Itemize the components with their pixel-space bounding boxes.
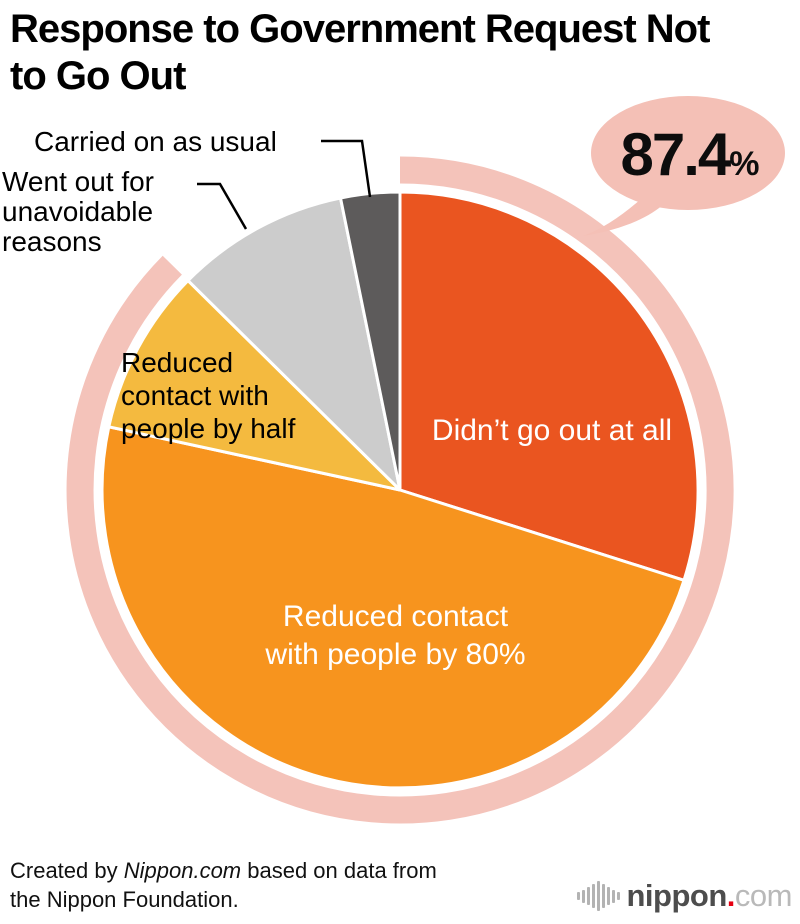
label-carried-on-as-usual: Carried on as usual [34, 126, 277, 157]
logo-name: nippon [626, 878, 728, 913]
pie-group [100, 190, 700, 790]
leader-line-carried-on-as-usual [321, 139, 372, 198]
label-went-out-unavoidable: Went out for unavoidable reasons [2, 166, 155, 257]
soundwave-icon [576, 879, 620, 913]
callout-unit: % [729, 145, 760, 183]
logo-text: nippon.com [627, 878, 793, 914]
leader-line-went-out-unavoidable [197, 182, 248, 230]
callout-percentage: 87.4% [590, 120, 790, 189]
nippon-logo: nippon.com [576, 878, 793, 914]
pie-slice-2 [107, 279, 402, 492]
callout-bubble [591, 96, 785, 210]
page-title: Response to Government Request Not to Go… [10, 7, 710, 98]
credit-suffix: based on data from the Nippon Foundation… [10, 858, 437, 912]
pie-slice-3 [186, 196, 402, 492]
pie-slice-0 [398, 190, 700, 582]
credit-brand: Nippon.com [123, 858, 242, 883]
callout-value: 87.4 [620, 121, 731, 188]
label-reduced-contact-80: Reduced contact with people by 80% [265, 600, 526, 671]
credit-text: Created by Nippon.com based on data from… [10, 856, 480, 914]
credit-prefix: Created by [10, 858, 124, 883]
callout-bubble-tail [583, 198, 665, 236]
label-didnt-go-out: Didn’t go out at all [431, 414, 673, 447]
logo-dot: . [726, 878, 736, 913]
label-reduced-contact-half: Reduced contact with people by half [121, 347, 296, 444]
logo-tld: com [734, 878, 793, 913]
pie-slice-1 [100, 425, 686, 790]
highlight-ring-87-percent [66, 156, 734, 824]
